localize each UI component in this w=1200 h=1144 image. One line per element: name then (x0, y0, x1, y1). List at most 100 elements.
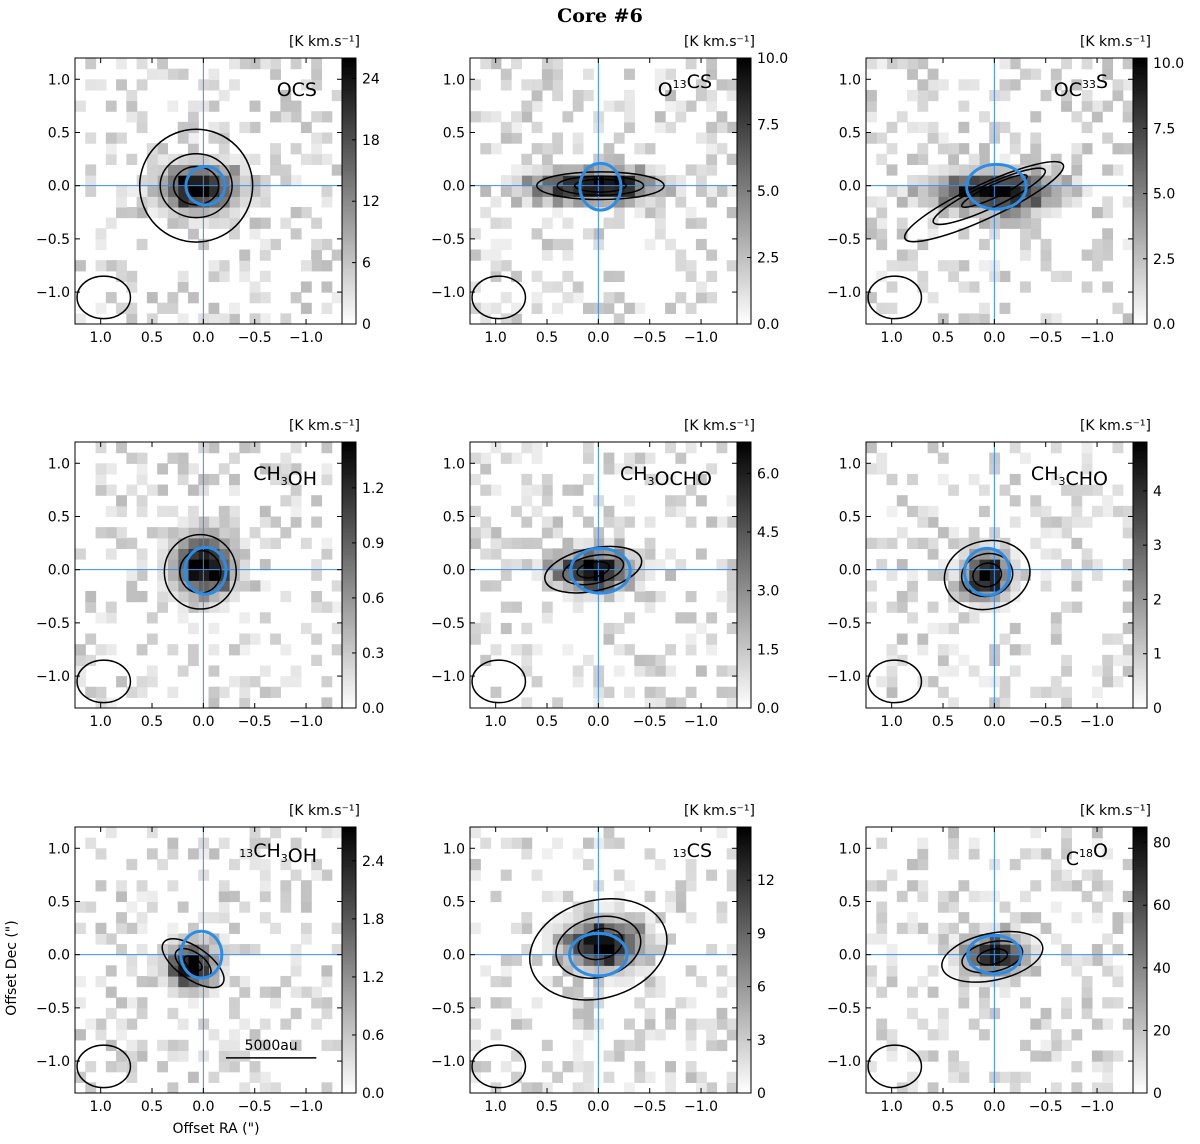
map-pixel (187, 185, 199, 197)
map-pixel (177, 933, 189, 945)
map-pixel (886, 302, 898, 314)
map-pixel (85, 132, 97, 144)
map-pixel (85, 901, 97, 913)
map-pixel (146, 975, 158, 988)
x-tick-label: 1.0 (90, 330, 112, 346)
map-pixel (1122, 665, 1133, 677)
map-pixel (511, 164, 522, 176)
map-pixel (907, 473, 918, 486)
map-pixel (1050, 686, 1062, 698)
map-pixel (1020, 68, 1031, 80)
map-pixel (572, 986, 584, 998)
y-tick-label: 1.0 (839, 72, 861, 88)
map-pixel (685, 100, 697, 112)
map-pixel (685, 590, 697, 603)
map-pixel (531, 997, 543, 1009)
colorbar-tick-label: 18 (362, 133, 380, 149)
map-pixel (624, 965, 635, 977)
map-pixel (500, 452, 512, 464)
map-pixel (280, 313, 292, 324)
map-pixel (866, 880, 877, 892)
map-pixel (927, 676, 939, 688)
map-pixel (1061, 1007, 1072, 1020)
map-pixel (470, 473, 481, 486)
map-pixel (280, 217, 292, 229)
map-pixel (1091, 1061, 1103, 1073)
map-pixel (321, 827, 333, 839)
map-pixel (644, 1018, 656, 1030)
map-pixel (907, 1071, 918, 1083)
map-pixel (968, 79, 980, 91)
map-pixel (695, 473, 707, 486)
map-pixel (1081, 89, 1093, 102)
map-pixel (75, 1029, 86, 1041)
map-pixel (572, 89, 584, 102)
map-pixel (541, 1061, 553, 1073)
map-pixel (290, 206, 302, 219)
colorbar-tick-label: 80 (1153, 836, 1171, 852)
map-pixel (177, 68, 189, 80)
map-pixel (896, 633, 908, 645)
map-pixel (311, 249, 323, 261)
map-pixel (116, 132, 127, 144)
map-pixel (146, 164, 158, 176)
map-pixel (249, 153, 261, 165)
map-pixel (675, 175, 687, 187)
map-pixel (1020, 196, 1031, 208)
map-pixel (634, 965, 646, 977)
map-pixel (95, 302, 107, 314)
map-pixel (665, 644, 676, 656)
x-tick-label: −0.5 (1029, 714, 1063, 730)
map-pixel (311, 997, 323, 1009)
map-pixel (603, 944, 615, 956)
map-pixel (726, 848, 737, 860)
map-pixel (541, 890, 553, 903)
map-pixel (886, 473, 898, 486)
map-pixel (229, 505, 240, 518)
map-pixel (126, 922, 138, 934)
map-pixel (917, 837, 929, 849)
map-pixel (706, 292, 718, 304)
map-pixel (116, 1018, 127, 1030)
map-pixel (917, 143, 929, 155)
map-pixel (218, 1039, 230, 1052)
colorbar-tick-label: 2.5 (757, 251, 779, 267)
map-pixel (531, 559, 543, 571)
map-pixel (1102, 281, 1114, 293)
map-pixel (665, 302, 676, 314)
map-pixel (511, 452, 522, 464)
map-pixel (866, 196, 877, 208)
map-pixel (490, 548, 502, 560)
map-pixel (300, 281, 312, 293)
map-pixel (1061, 880, 1072, 892)
map-pixel (634, 922, 646, 934)
map-pixel (948, 1071, 960, 1083)
map-pixel (146, 633, 158, 645)
map-pixel (552, 837, 564, 849)
map-pixel (1122, 912, 1133, 924)
x-tick-label: 0.5 (141, 1099, 163, 1115)
map-pixel (644, 601, 656, 613)
map-pixel (208, 121, 220, 134)
map-pixel (500, 601, 512, 613)
map-pixel (958, 997, 970, 1009)
map-pixel (675, 559, 687, 571)
map-pixel (917, 1050, 929, 1062)
map-pixel (229, 313, 240, 324)
map-pixel (75, 901, 86, 913)
map-pixel (126, 89, 138, 102)
map-pixel (886, 1050, 898, 1062)
map-pixel (706, 869, 718, 881)
map-pixel (685, 1061, 697, 1073)
map-pixel (927, 89, 939, 102)
map-pixel (1061, 527, 1072, 539)
map-pixel (675, 901, 687, 913)
map-pixel (280, 901, 292, 913)
map-pixel (311, 633, 323, 645)
map-pixel (187, 527, 199, 539)
map-pixel (229, 58, 240, 70)
x-tick-label: 0.5 (141, 330, 163, 346)
map-pixel (239, 185, 251, 197)
colorbar-tick-label: 4.5 (757, 525, 779, 541)
map-pixel (311, 58, 323, 70)
